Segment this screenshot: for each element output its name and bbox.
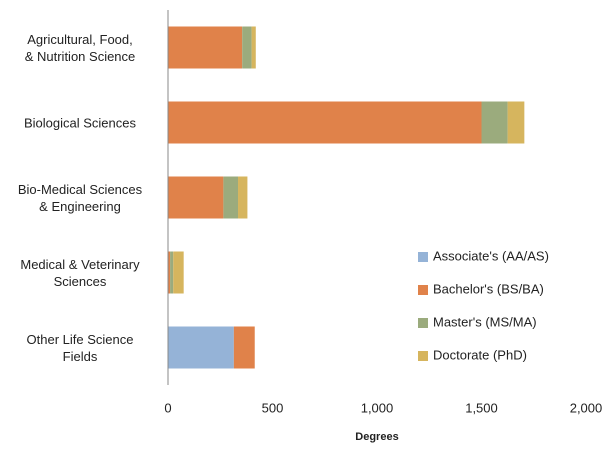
bar-segment: [238, 176, 248, 219]
x-tick-label: 0: [164, 400, 171, 415]
y-tick-label: Medical & Veterinary Sciences: [20, 256, 140, 289]
y-tick-label: Bio-Medical Sciences & Engineering: [17, 181, 143, 214]
bar-segment: [233, 326, 255, 369]
legend-swatch: [418, 252, 428, 262]
bar-segment: [242, 26, 252, 69]
y-tick-label: Other Life Science Fields: [26, 331, 134, 364]
bar-segment: [168, 176, 224, 219]
y-tick-label: Agricultural, Food, & Nutrition Science: [24, 31, 136, 64]
bar-segment: [173, 251, 184, 294]
legend-label: Associate's (AA/AS): [433, 248, 549, 263]
bar-segment: [481, 101, 508, 144]
bar-segment: [223, 176, 239, 219]
bar-segment: [168, 251, 171, 294]
x-tick-label: 500: [262, 400, 284, 415]
bar-segment: [168, 326, 234, 369]
x-tick-label: 1,500: [465, 400, 498, 415]
x-axis-label: Degrees: [355, 431, 398, 443]
legend-swatch: [418, 351, 428, 361]
legend-swatch: [418, 318, 428, 328]
legend-label: Master's (MS/MA): [433, 314, 537, 329]
legend-swatch: [418, 285, 428, 295]
bar-segment: [170, 251, 174, 294]
legend-label: Bachelor's (BS/BA): [433, 281, 544, 296]
x-tick-label: 2,000: [570, 400, 603, 415]
bar-segment: [507, 101, 525, 144]
bar-segment: [251, 26, 256, 69]
bar-segment: [168, 101, 482, 144]
y-tick-label: Biological Sciences: [23, 115, 136, 130]
x-tick-label: 1,000: [361, 400, 394, 415]
bar-segment: [168, 26, 243, 69]
legend-label: Doctorate (PhD): [433, 347, 527, 362]
